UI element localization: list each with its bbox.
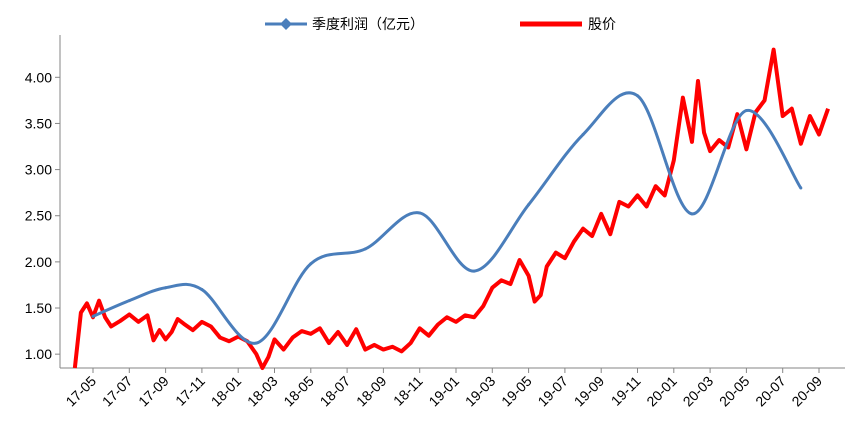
x-tick-label: 20-05 — [716, 373, 753, 410]
y-tick-label: 3.00 — [25, 162, 52, 178]
x-tick-label: 18-11 — [390, 373, 426, 409]
profit-point — [636, 94, 639, 98]
plot-area — [72, 47, 830, 370]
y-tick-label: 2.50 — [25, 208, 52, 224]
legend: 季度利润（亿元） 股价 — [265, 17, 616, 33]
x-tick-label: 20-03 — [680, 373, 717, 410]
x-tick-label: 20-07 — [752, 373, 789, 410]
profit-point — [254, 341, 258, 345]
series-price-line — [72, 47, 830, 370]
x-tick-label: 17-09 — [135, 373, 172, 410]
y-tick-label: 2.00 — [25, 254, 52, 270]
y-tick-label: 4.00 — [25, 69, 52, 85]
profit-point — [200, 288, 204, 292]
x-tick-label: 17-11 — [172, 373, 208, 409]
x-tick-label: 17-05 — [62, 373, 99, 410]
profit-point — [309, 262, 313, 266]
y-tick-label: 3.50 — [25, 115, 52, 131]
profit-point — [472, 269, 476, 273]
x-tick-label: 19-03 — [462, 373, 499, 410]
x-tick-label: 20-09 — [788, 373, 825, 410]
profit-point — [690, 212, 694, 216]
x-tick-label: 19-11 — [608, 373, 644, 409]
x-tick-label: 18-09 — [353, 373, 390, 410]
profit-point — [744, 109, 748, 113]
x-tick-label: 19-01 — [425, 373, 462, 410]
profit-point — [581, 133, 585, 137]
x-tick-label: 19-05 — [498, 373, 535, 410]
x-tick-label: 19-09 — [571, 373, 608, 410]
x-tick-label: 18-01 — [208, 373, 245, 410]
y-tick-label: 1.50 — [25, 300, 52, 316]
x-tick-label: 18-05 — [280, 373, 317, 410]
legend-price-label: 股价 — [588, 17, 616, 33]
y-tick-label: 1.00 — [25, 346, 52, 362]
legend-profit-marker — [280, 18, 292, 30]
profit-point — [527, 203, 531, 207]
profit-point — [127, 299, 131, 303]
x-tick-label: 18-07 — [317, 373, 354, 410]
legend-profit-label: 季度利润（亿元） — [312, 17, 424, 33]
profit-point — [418, 211, 422, 215]
profit-point — [164, 286, 168, 290]
x-tick-label: 18-03 — [244, 373, 281, 410]
profit-point — [363, 247, 367, 251]
profit-point — [799, 186, 803, 190]
profit-point — [91, 314, 95, 318]
x-tick-label: 17-07 — [99, 373, 136, 410]
x-tick-label: 20-01 — [643, 373, 680, 410]
x-tick-label: 19-07 — [534, 373, 571, 410]
